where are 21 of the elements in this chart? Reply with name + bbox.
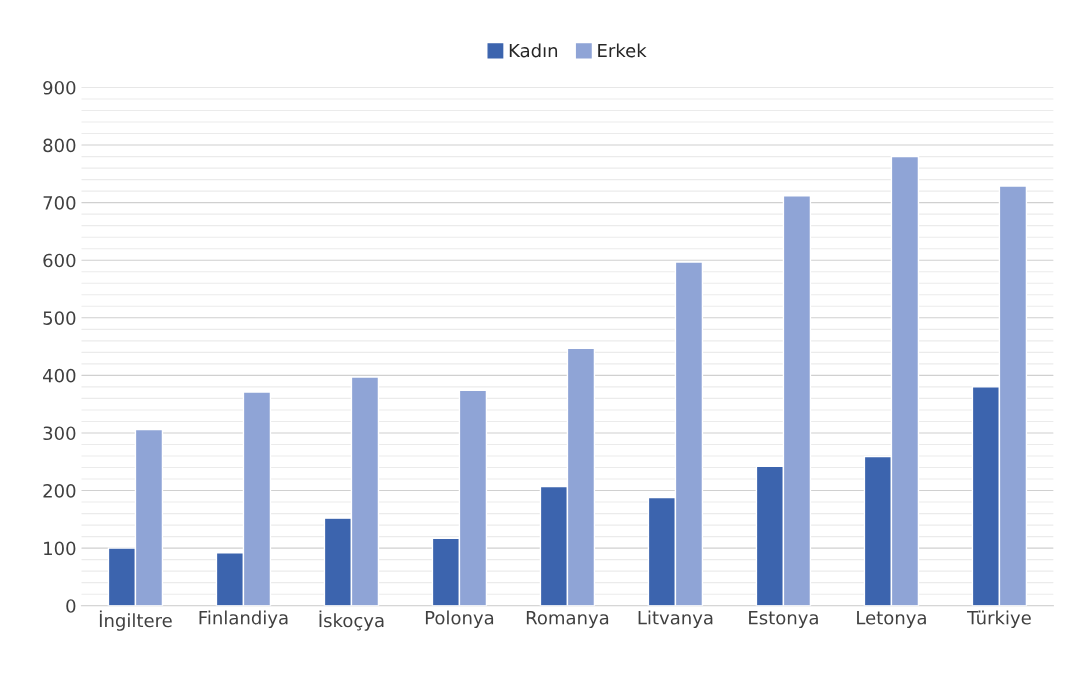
y-tick-label: 400 [43, 368, 76, 383]
y-tick-label: 600 [43, 253, 76, 268]
x-tick-label: Estonya [749, 611, 818, 629]
x-tick-label: Letonya [857, 611, 926, 629]
x-tick-label: Türkiye [967, 610, 1031, 629]
legend-label: Kadın [509, 43, 558, 58]
x-tick-label: Polonya [425, 610, 494, 629]
y-tick-label: 700 [43, 196, 76, 210]
y-tick-label: 300 [43, 426, 76, 441]
x-tick-label: İskoçya [319, 610, 384, 631]
y-tick-label: 500 [43, 311, 76, 325]
x-tick-label: İngiltere [99, 610, 172, 631]
y-tick-label: 0 [66, 599, 76, 613]
y-tick-label: 100 [44, 541, 76, 556]
legend-label: Erkek [598, 43, 647, 58]
x-tick-label: Litvanya [638, 610, 713, 629]
y-tick-label: 800 [43, 138, 76, 153]
y-tick-label: 200 [43, 484, 76, 498]
x-tick-label: Finlandiya [199, 610, 288, 629]
y-tick-label: 900 [43, 80, 76, 95]
x-tick-label: Romanya [526, 611, 609, 629]
